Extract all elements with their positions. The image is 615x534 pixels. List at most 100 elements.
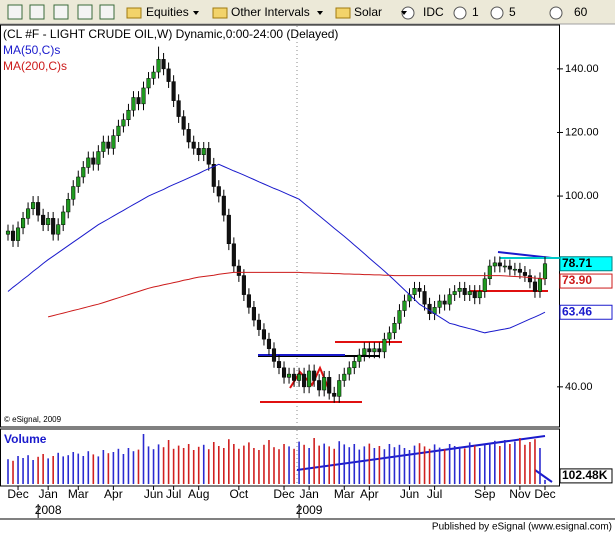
folder-icon[interactable] xyxy=(335,7,351,19)
folder-icon[interactable] xyxy=(212,7,228,19)
candle-body xyxy=(56,224,61,235)
volume-bar xyxy=(438,447,441,484)
option-icon[interactable] xyxy=(490,6,504,20)
volume-bar xyxy=(182,448,185,484)
candle-body xyxy=(502,265,507,268)
y-tick-label: 120.00 xyxy=(565,126,599,138)
volume-bar xyxy=(258,450,260,484)
candle-body xyxy=(141,87,146,105)
y-tick-label: 140.00 xyxy=(565,63,599,75)
dropdown-arrow[interactable] xyxy=(317,11,323,15)
option-icon[interactable] xyxy=(401,6,415,20)
volume-bar xyxy=(192,450,195,484)
candle-body xyxy=(422,291,427,305)
candle-body xyxy=(76,176,81,187)
candle-body xyxy=(81,167,86,178)
candle-body xyxy=(31,202,36,210)
toolbar-item[interactable]: IDC xyxy=(423,5,444,19)
volume-bar xyxy=(328,446,330,484)
volume-bar xyxy=(338,441,341,484)
candle-body xyxy=(181,116,186,130)
credit: © eSignal, 2009 xyxy=(4,415,62,424)
chart-title: (CL #F - LIGHT CRUDE OIL,W) Dynamic,0:00… xyxy=(3,27,338,41)
candle-body xyxy=(542,263,548,279)
volume-bar xyxy=(468,442,471,484)
candle-body xyxy=(121,119,126,127)
candle-body xyxy=(261,329,267,340)
candle-body xyxy=(457,288,462,292)
drawn-line xyxy=(296,435,546,471)
candle-body xyxy=(26,208,31,219)
volume-bar xyxy=(343,444,346,484)
icon[interactable] xyxy=(29,4,45,20)
option-icon[interactable] xyxy=(453,6,467,20)
volume-bar xyxy=(333,448,336,484)
volume-bar xyxy=(157,444,160,484)
toolbar-item[interactable]: Solar xyxy=(354,5,382,19)
volume-bar xyxy=(37,456,39,484)
x-tick-label: Nov xyxy=(509,487,530,501)
candle-body xyxy=(176,100,181,117)
volume-bar xyxy=(263,444,265,484)
volume-bar xyxy=(423,446,426,484)
icon[interactable] xyxy=(99,4,115,20)
toolbar-item[interactable]: Equities xyxy=(146,5,189,19)
legend-entry: MA(50,C)s xyxy=(3,43,60,57)
volume-bar xyxy=(202,444,205,484)
candle-body xyxy=(36,202,41,216)
icon[interactable] xyxy=(7,4,23,20)
candle-body xyxy=(146,78,151,89)
toolbar-item[interactable]: Other Intervals xyxy=(231,5,310,19)
candle-body xyxy=(231,243,236,267)
volume-bar xyxy=(167,440,170,484)
volume-bar xyxy=(388,444,391,484)
icon[interactable] xyxy=(53,4,69,20)
ma-line xyxy=(47,271,546,318)
toolbar-item[interactable]: 5 xyxy=(509,5,516,19)
volume-bar xyxy=(67,455,70,484)
volume-bar xyxy=(132,451,135,484)
dropdown-arrow[interactable] xyxy=(401,11,407,15)
candle-body xyxy=(332,392,337,397)
dropdown-arrow[interactable] xyxy=(193,11,199,15)
candle-body xyxy=(497,262,502,267)
y-tick-label: 100.00 xyxy=(565,190,599,202)
icon[interactable] xyxy=(77,4,93,20)
volume-label: Volume xyxy=(4,432,47,446)
volume-bar xyxy=(273,447,275,484)
candle-body xyxy=(286,373,292,378)
volume-bar xyxy=(7,459,9,484)
price-label-box xyxy=(559,468,613,484)
volume-bar xyxy=(52,456,54,484)
volume-bar xyxy=(413,445,416,484)
volume-bar xyxy=(499,446,501,484)
candle-body xyxy=(352,361,357,369)
folder-icon[interactable] xyxy=(126,7,142,19)
candle-body xyxy=(382,338,387,353)
candle-body xyxy=(151,71,156,79)
volume-bar xyxy=(47,458,49,484)
volume-bar xyxy=(238,448,240,484)
volume-bar xyxy=(353,444,356,484)
y-tick-label: 40.00 xyxy=(565,381,593,393)
drawn-line xyxy=(534,469,553,483)
volume-bar xyxy=(253,448,255,484)
volume-bar xyxy=(177,445,180,484)
option-icon[interactable] xyxy=(549,6,563,20)
candle-body xyxy=(467,291,472,295)
volume-bar xyxy=(288,446,290,484)
candle-body xyxy=(171,81,176,101)
candle-body xyxy=(482,278,487,292)
toolbar-item[interactable]: 60 xyxy=(574,5,588,19)
candle-body xyxy=(241,275,246,295)
x-tick-label: Mar xyxy=(68,487,89,501)
candle-body xyxy=(307,370,312,388)
volume-bar xyxy=(544,479,546,484)
drawn-lines xyxy=(258,251,560,483)
option-icons xyxy=(401,6,563,20)
candles xyxy=(5,46,548,403)
toolbar-item[interactable]: 1 xyxy=(472,5,479,19)
volume-bar xyxy=(248,442,250,484)
volume-bar xyxy=(212,442,215,484)
toolbar-icons xyxy=(7,4,115,20)
